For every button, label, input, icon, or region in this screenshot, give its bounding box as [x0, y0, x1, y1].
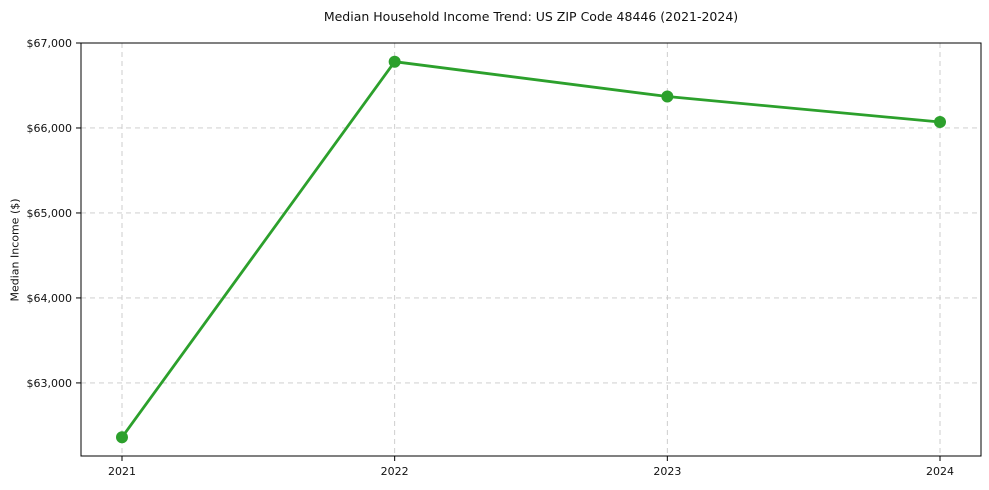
- plot-border: [80, 42, 982, 457]
- y-tick-label: $67,000: [27, 37, 73, 50]
- data-point-2022: [388, 55, 401, 68]
- data-point-2021: [116, 431, 128, 444]
- data-point-2024: [934, 116, 946, 129]
- y-tick-label: $64,000: [27, 292, 73, 305]
- x-tick-label: 2023: [653, 465, 681, 478]
- y-tick-label: $63,000: [27, 377, 73, 390]
- x-tick-label: 2021: [108, 465, 136, 478]
- x-tick-label: 2024: [926, 465, 954, 478]
- y-tick-label: $65,000: [27, 207, 73, 220]
- y-tick-label: $66,000: [27, 122, 73, 135]
- data-point-2023: [661, 90, 674, 103]
- income-trend-line: [120, 60, 942, 439]
- x-tick-label: 2022: [381, 465, 409, 478]
- chart-title: Median Household Income Trend: US ZIP Co…: [323, 9, 739, 24]
